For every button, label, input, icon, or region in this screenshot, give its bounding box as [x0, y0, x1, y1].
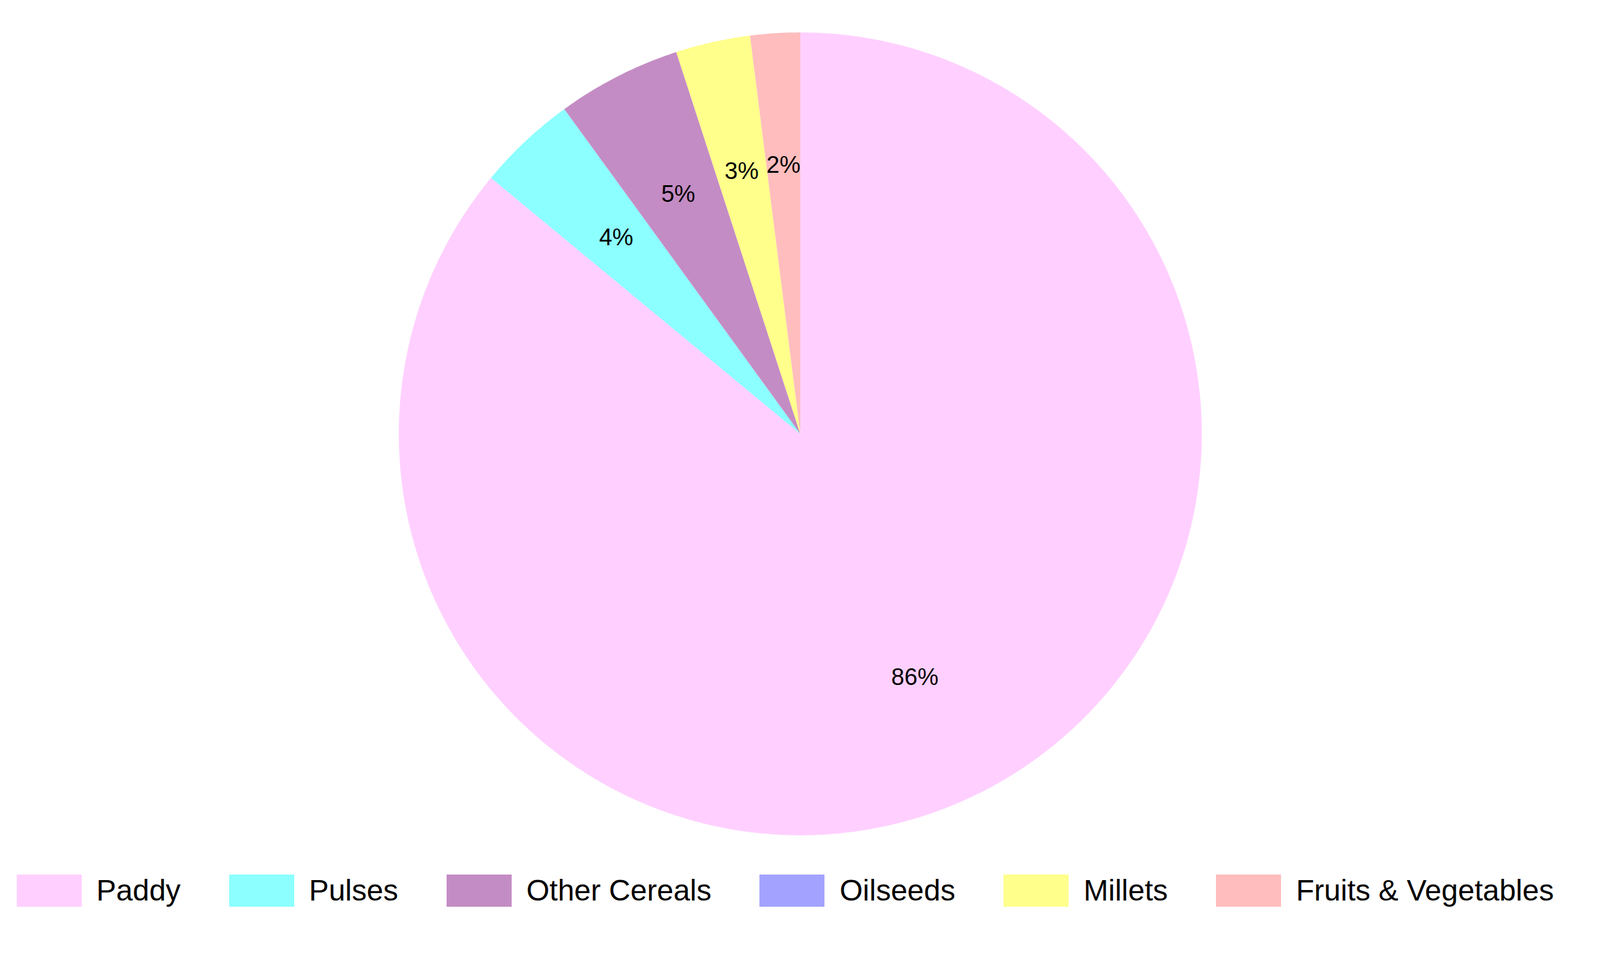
svg-text:4%: 4%: [598, 224, 634, 251]
svg-text:5%: 5%: [660, 180, 696, 207]
html-text:Fruits & Vegetables: Fruits & Vegetables: [1296, 874, 1554, 907]
html-text:Other Cereals: Other Cereals: [526, 874, 712, 907]
html-text:Pulses: Pulses: [308, 874, 399, 907]
svg-text:2%: 2%: [766, 151, 801, 178]
svg-text:3%: 3%: [724, 157, 759, 184]
svg-text:86%: 86%: [891, 664, 939, 691]
html-text:Millets: Millets: [1083, 874, 1168, 907]
html-text:Oilseeds: Oilseeds: [839, 874, 956, 907]
html-text:Paddy: Paddy: [96, 874, 181, 907]
